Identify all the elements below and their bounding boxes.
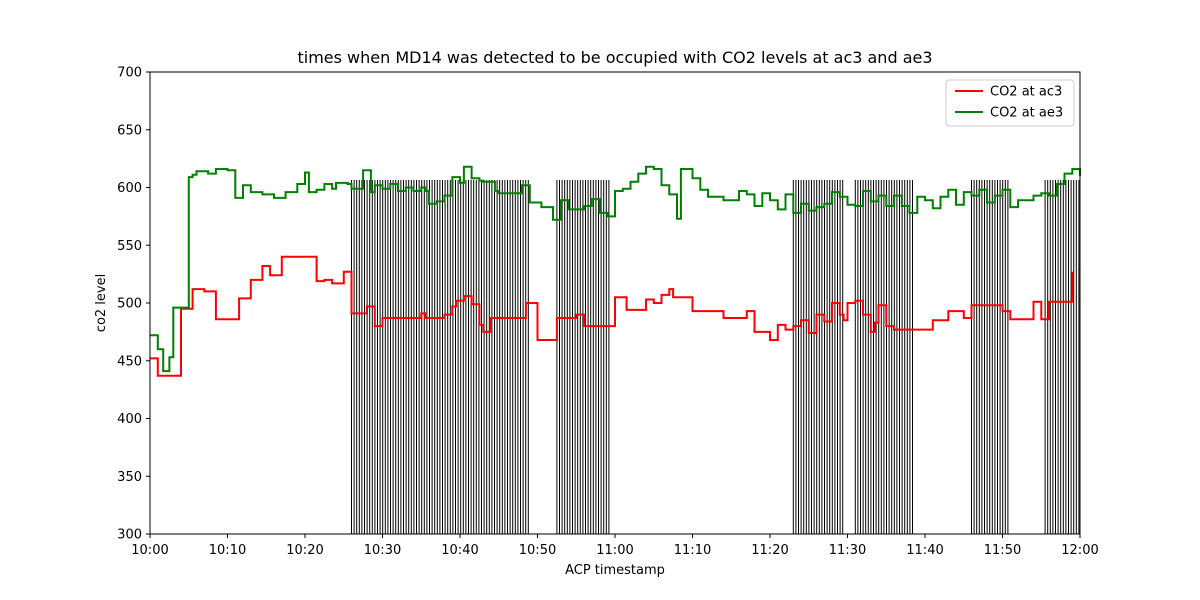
chart-title: times when MD14 was detected to be occup… [297,48,932,67]
y-tick-label: 650 [117,123,142,138]
series-line [150,165,1081,373]
occupied-interval [854,180,913,534]
y-tick-label: 300 [117,528,142,543]
x-tick-label: 11:20 [751,543,788,558]
x-tick-label: 10:00 [131,543,168,558]
y-tick-label: 450 [117,354,142,369]
y-axis-ticks: 300 350 400 450 500 550 600 650 700 [117,66,150,543]
legend-label: CO2 at ac3 [990,85,1062,100]
y-tick-label: 500 [117,297,142,312]
y-tick-label: 350 [117,470,142,485]
y-tick-label: 600 [117,181,142,196]
y-tick-label: 700 [117,66,142,81]
y-tick-label: 400 [117,412,142,427]
x-tick-label: 11:50 [984,543,1021,558]
series-line [150,255,1074,377]
series-lines [150,165,1081,377]
occupancy-bars [351,180,1080,534]
y-tick-label: 550 [117,239,142,254]
x-tick-label: 10:20 [286,543,323,558]
occupied-interval [351,180,529,534]
occupied-interval [792,180,844,534]
x-tick-label: 10:50 [519,543,556,558]
x-tick-label: 10:30 [364,543,401,558]
x-tick-label: 11:10 [674,543,711,558]
x-tick-label: 10:10 [209,543,246,558]
occupied-interval [1044,180,1080,534]
x-tick-label: 11:00 [596,543,633,558]
x-tick-label: 12:00 [1061,543,1098,558]
occupied-interval [556,180,610,534]
legend-label: CO2 at ae3 [990,106,1063,121]
x-tick-label: 11:30 [829,543,866,558]
x-tick-label: 11:40 [906,543,943,558]
x-axis-ticks: 10:00 10:10 10:20 10:30 10:40 10:50 11:00 11:10… [131,534,1099,558]
x-tick-label: 10:40 [441,543,478,558]
occupied-interval [971,180,1009,534]
legend: CO2 at ac3 CO2 at ae3 [945,79,1075,127]
y-axis-label: co2 level [94,274,109,332]
x-axis-label: ACP timestamp [565,563,665,578]
